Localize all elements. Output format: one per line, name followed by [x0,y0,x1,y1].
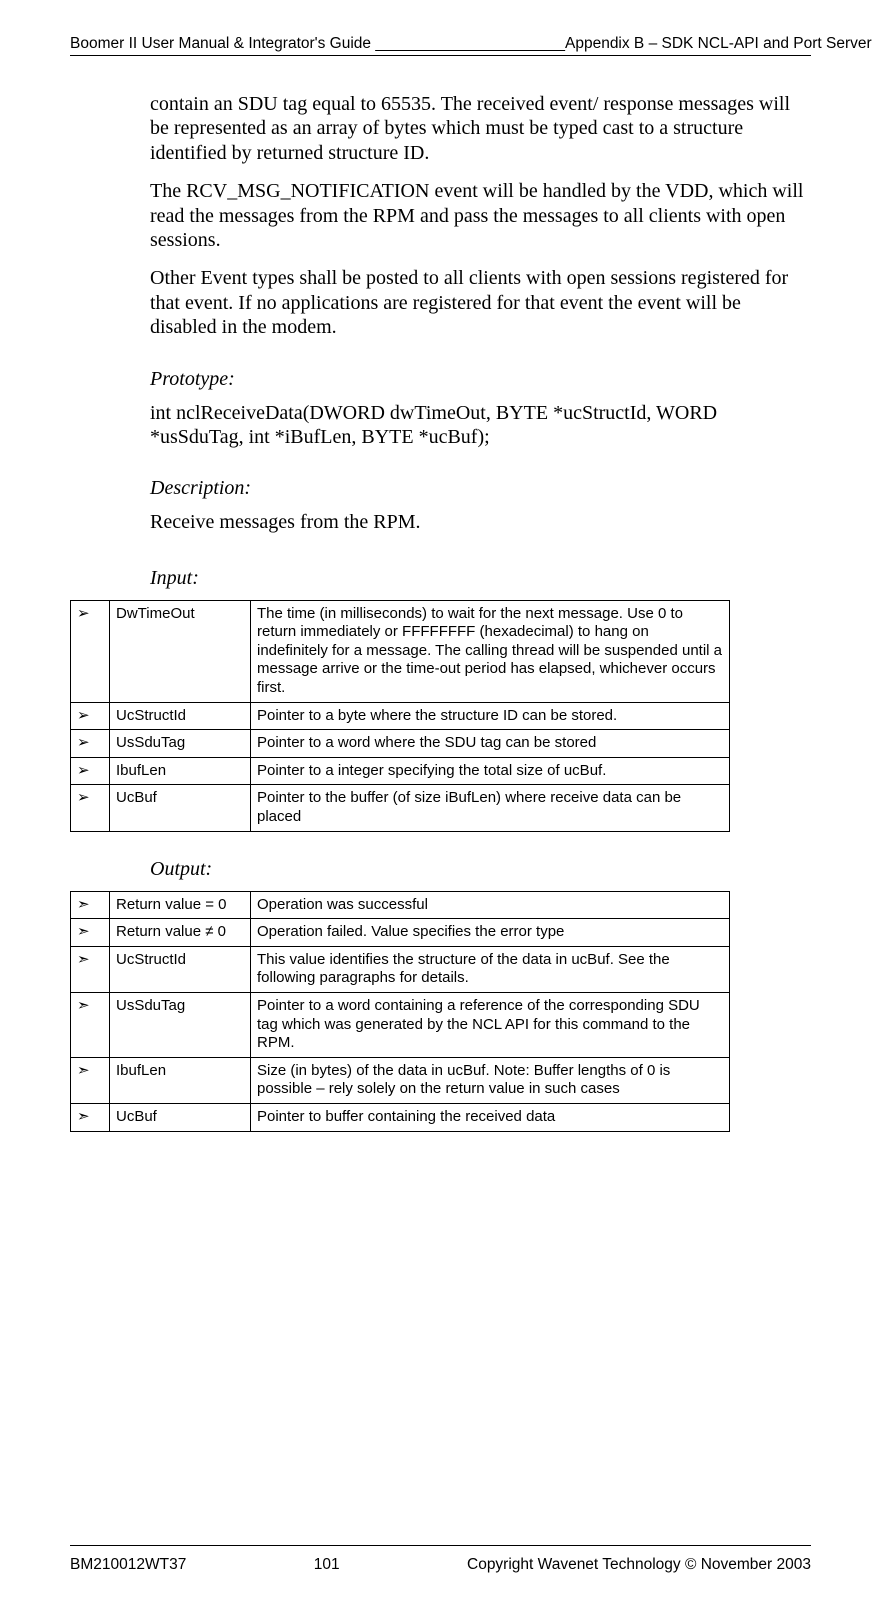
prototype-heading: Prototype: [150,368,806,391]
input-heading-text: Input: [150,567,199,589]
page-header: Boomer II User Manual & Integrator's Gui… [70,35,811,56]
param-desc: Pointer to a word containing a reference… [251,993,730,1058]
table-row: ➢ UcBuf Pointer to the buffer (of size i… [71,785,730,831]
arrow-in-icon: ➢ [71,730,110,758]
table-row: ➢ UcStructId Pointer to a byte where the… [71,702,730,730]
arrow-in-icon: ➢ [71,600,110,702]
footer-line: BM210012WT37 101 Copyright Wavenet Techn… [70,1556,811,1574]
param-desc: Pointer to a byte where the structure ID… [251,702,730,730]
prototype-text: int nclReceiveData(DWORD dwTimeOut, BYTE… [150,401,806,450]
paragraph: contain an SDU tag equal to 65535. The r… [150,92,806,165]
param-name: Return value = 0 [110,891,251,919]
param-desc: Pointer to a integer specifying the tota… [251,757,730,785]
arrow-out-icon: ➣ [71,891,110,919]
param-name: UcStructId [110,702,251,730]
arrow-out-icon: ➣ [71,919,110,947]
input-table: ➢ DwTimeOut The time (in milliseconds) t… [70,600,730,832]
page-content: contain an SDU tag equal to 65535. The r… [70,56,811,1545]
param-name: DwTimeOut [110,600,251,702]
param-desc: Size (in bytes) of the data in ucBuf. No… [251,1057,730,1103]
table-row: ➢ UsSduTag Pointer to a word where the S… [71,730,730,758]
param-name: UcBuf [110,785,251,831]
param-desc: Pointer to the buffer (of size iBufLen) … [251,785,730,831]
param-name: UcBuf [110,1103,251,1131]
param-name: UsSduTag [110,730,251,758]
param-desc: Pointer to buffer containing the receive… [251,1103,730,1131]
arrow-out-icon: ➣ [71,946,110,992]
description-text: Receive messages from the RPM. [150,510,806,534]
arrow-in-icon: ➢ [71,702,110,730]
param-name: UcStructId [110,946,251,992]
arrow-in-icon: ➢ [71,757,110,785]
table-row: ➣ IbufLen Size (in bytes) of the data in… [71,1057,730,1103]
arrow-out-icon: ➣ [71,993,110,1058]
param-desc: Pointer to a word where the SDU tag can … [251,730,730,758]
param-name: IbufLen [110,757,251,785]
param-desc: Operation was successful [251,891,730,919]
description-heading: Description: [150,477,806,500]
arrow-in-icon: ➢ [71,785,110,831]
footer-rule [70,1545,811,1546]
table-row: ➣ Return value ≠ 0 Operation failed. Val… [71,919,730,947]
param-desc: This value identifies the structure of t… [251,946,730,992]
paragraph: The RCV_MSG_NOTIFICATION event will be h… [150,179,806,252]
table-row: ➢ IbufLen Pointer to a integer specifyin… [71,757,730,785]
footer-center: 101 [314,1556,340,1574]
param-desc: The time (in milliseconds) to wait for t… [251,600,730,702]
param-name: IbufLen [110,1057,251,1103]
footer-left: BM210012WT37 [70,1556,186,1574]
table-row: ➣ UcBuf Pointer to buffer containing the… [71,1103,730,1131]
table-row: ➢ DwTimeOut The time (in milliseconds) t… [71,600,730,702]
footer-right: Copyright Wavenet Technology © November … [467,1556,811,1574]
header-text: Boomer II User Manual & Integrator's Gui… [70,35,811,53]
table-row: ➣ UcStructId This value identifies the s… [71,946,730,992]
arrow-out-icon: ➣ [71,1103,110,1131]
param-name: UsSduTag [110,993,251,1058]
table-row: ➣ Return value = 0 Operation was success… [71,891,730,919]
input-heading: Input: [150,567,806,590]
paragraph: Other Event types shall be posted to all… [150,266,806,339]
param-name: Return value ≠ 0 [110,919,251,947]
page-footer: BM210012WT37 101 Copyright Wavenet Techn… [70,1545,811,1574]
output-heading: Output: [150,858,806,881]
table-row: ➣ UsSduTag Pointer to a word containing … [71,993,730,1058]
param-desc: Operation failed. Value specifies the er… [251,919,730,947]
page-container: Boomer II User Manual & Integrator's Gui… [0,0,881,1604]
output-table: ➣ Return value = 0 Operation was success… [70,891,730,1132]
arrow-out-icon: ➣ [71,1057,110,1103]
